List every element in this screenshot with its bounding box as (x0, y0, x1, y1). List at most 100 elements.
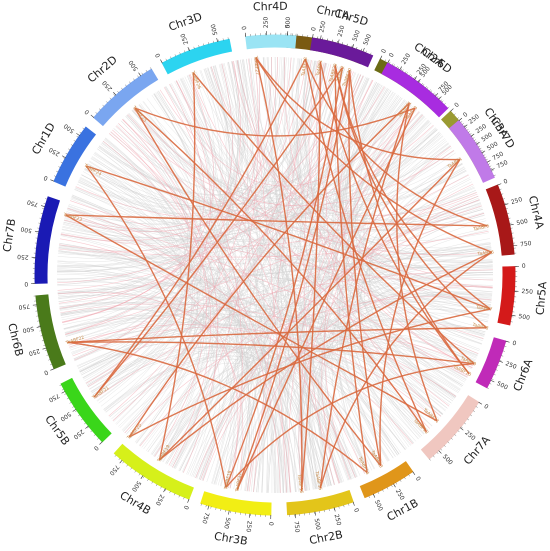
gene-synteny-link (58, 107, 416, 304)
minor-tick (215, 507, 217, 510)
major-tick (476, 141, 480, 145)
minor-tick (472, 137, 475, 139)
minor-tick (467, 418, 470, 421)
gene-synteny-link (118, 123, 469, 376)
major-tick (61, 155, 66, 158)
gene-label: TaABF18 (223, 470, 233, 491)
tick-label: 500 (20, 225, 33, 234)
gene-synteny-link (122, 119, 455, 207)
minor-tick (66, 397, 69, 400)
synteny-link (302, 121, 431, 491)
gene-synteny-link (124, 62, 325, 434)
minor-tick (493, 174, 496, 177)
tick-label: 500 (486, 140, 500, 152)
minor-tick (393, 64, 395, 67)
minor-tick (429, 89, 431, 92)
paralog-link (304, 58, 428, 433)
synteny-link (108, 133, 394, 459)
tick-label: 750 (47, 392, 61, 404)
tick-label: 250 (179, 32, 190, 45)
minor-tick (454, 434, 457, 436)
minor-tick (447, 441, 450, 444)
gene-synteny-link (64, 57, 272, 230)
synteny-link (310, 147, 453, 489)
minor-tick (200, 503, 202, 506)
gene-synteny-link (57, 292, 244, 490)
minor-tick (460, 426, 463, 429)
tick-label: 0 (511, 340, 517, 348)
synteny-link (122, 238, 490, 431)
tick-label: 500 (210, 23, 220, 36)
minor-tick (87, 426, 90, 429)
minor-tick (122, 461, 125, 464)
minor-tick (396, 65, 398, 69)
minor-tick (114, 454, 117, 457)
paralog-link (192, 72, 475, 365)
tick-label: 250 (337, 25, 347, 38)
minor-tick (417, 79, 419, 82)
synteny-link (171, 83, 306, 491)
minor-tick (54, 175, 57, 177)
minor-tick (391, 484, 393, 487)
major-tick (509, 223, 514, 226)
major-tick (76, 133, 80, 136)
minor-tick (497, 364, 500, 366)
gene-synteny-link (122, 118, 219, 473)
minor-tick (465, 127, 468, 129)
paralog-link (396, 103, 438, 422)
major-tick (337, 39, 340, 44)
minor-tick (75, 410, 78, 413)
paralog-link (255, 57, 460, 161)
major-tick (34, 230, 39, 233)
synteny-link (303, 59, 491, 249)
gene-synteny-link (68, 324, 413, 445)
minor-tick (138, 473, 141, 476)
synteny-link (58, 247, 443, 415)
major-tick (216, 38, 218, 43)
synteny-link (147, 320, 485, 453)
minor-tick (440, 448, 443, 451)
chromosome-arc-chr1d (53, 126, 97, 187)
synteny-link (78, 60, 317, 210)
minor-tick (432, 455, 435, 458)
paralog-link (158, 72, 196, 461)
paralog-link (134, 107, 382, 467)
major-tick (511, 315, 516, 317)
major-tick (458, 117, 463, 121)
paralog-link (134, 107, 428, 433)
synteny-link (128, 113, 285, 493)
tick-label: 250 (318, 20, 327, 33)
minor-tick (178, 495, 180, 498)
gene-label: TaABF2 (335, 65, 346, 84)
synteny-link (60, 307, 285, 493)
major-tick (90, 114, 95, 118)
minor-tick (443, 103, 446, 105)
minor-tick (384, 59, 386, 62)
minor-tick (198, 45, 200, 48)
major-tick (498, 360, 503, 363)
minor-tick (436, 452, 439, 454)
tick-label: 500 (351, 29, 361, 42)
synteny-link (155, 92, 485, 231)
paralog-link (334, 65, 491, 310)
gene-synteny-link (172, 57, 259, 468)
synteny-link (102, 141, 475, 223)
major-tick (187, 498, 190, 503)
gene-synteny-link (176, 80, 340, 484)
paralog-link (334, 65, 487, 329)
synteny-link (90, 140, 448, 392)
minor-tick (487, 163, 491, 165)
major-tick (393, 483, 396, 488)
major-tick (414, 76, 417, 80)
synteny-link (229, 143, 450, 489)
tick-label: 500 (480, 131, 494, 143)
tick-label: 250 (28, 347, 41, 357)
major-tick (497, 183, 502, 186)
major-tick (320, 35, 322, 40)
tick-label: 500 (127, 59, 139, 73)
tick-label: 500 (495, 380, 509, 391)
tick-label: 500 (441, 453, 454, 466)
minor-tick (409, 74, 411, 77)
chromosome-label-chr3b: Chr3B (213, 530, 248, 548)
minor-tick (90, 430, 93, 433)
